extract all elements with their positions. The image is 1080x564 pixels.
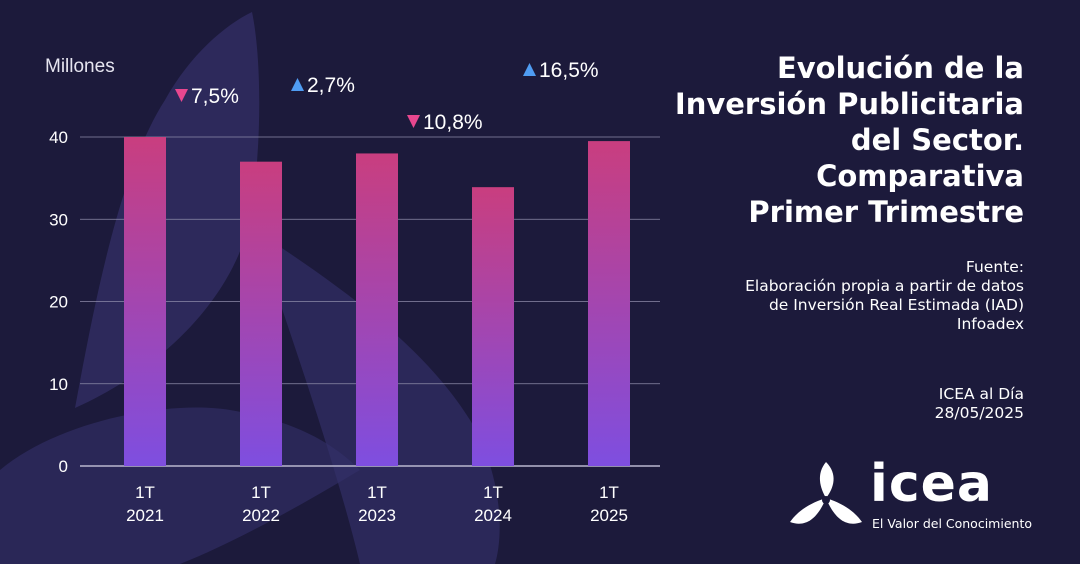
x-tick-label: 1T (251, 483, 271, 502)
change-percentage-label: 7,5% (191, 85, 239, 108)
bar (356, 153, 398, 466)
y-axis-label: Millones (45, 56, 115, 77)
y-tick-label: 40 (49, 128, 68, 147)
x-tick-label: 1T (135, 483, 155, 502)
bar (588, 141, 630, 467)
bar (472, 187, 514, 467)
x-tick-label: 1T (367, 483, 387, 502)
arrow-up-icon (291, 78, 304, 91)
source-block: Fuente: Elaboración propia a partir de d… (604, 258, 1024, 334)
y-tick-label: 30 (49, 210, 68, 229)
icea-logo-icon (790, 462, 862, 524)
source-line: Elaboración propia a partir de datos (745, 277, 1024, 295)
x-tick-label: 1T (483, 483, 503, 502)
publication-date: 28/05/2025 (934, 404, 1024, 422)
change-percentage-label: 2,7% (307, 74, 355, 97)
logo-tagline: El Valor del Conocimiento (872, 516, 1032, 531)
arrow-up-icon (523, 63, 536, 76)
x-tick-label: 2025 (590, 506, 628, 525)
change-percentage-label: 16,5% (539, 59, 599, 82)
bar (240, 161, 282, 467)
source-line: Infoadex (956, 315, 1024, 333)
y-tick-label: 0 (59, 457, 68, 476)
x-tick-label: 2023 (358, 506, 396, 525)
x-tick-label: 2022 (242, 506, 280, 525)
x-tick-label: 2021 (126, 506, 164, 525)
logo-wordmark: icea (870, 454, 994, 514)
y-tick-label: 20 (49, 293, 68, 312)
publication-name: ICEA al Día (938, 385, 1024, 403)
arrow-down-icon (407, 115, 420, 128)
change-percentage-label: 10,8% (423, 111, 483, 134)
bar-chart: Millones 0 10 20 30 40 1T 2021 1T 2022 1T 2023 1T 20… (45, 56, 660, 525)
bar (124, 137, 166, 466)
icea-logo: icea El Valor del Conocimiento (786, 454, 1036, 538)
y-tick-label: 10 (49, 375, 68, 394)
source-label: Fuente: (965, 258, 1024, 276)
background-leaf-shape (75, 12, 260, 408)
chart-title: Evolución de la Inversión Publicitaria d… (674, 51, 1024, 229)
x-tick-label: 2024 (474, 506, 512, 525)
x-tick-label: 1T (599, 483, 619, 502)
source-line: de Inversión Real Estimada (IAD) (768, 296, 1024, 314)
arrow-down-icon (175, 89, 188, 102)
publication-block: ICEA al Día 28/05/2025 (724, 385, 1024, 423)
